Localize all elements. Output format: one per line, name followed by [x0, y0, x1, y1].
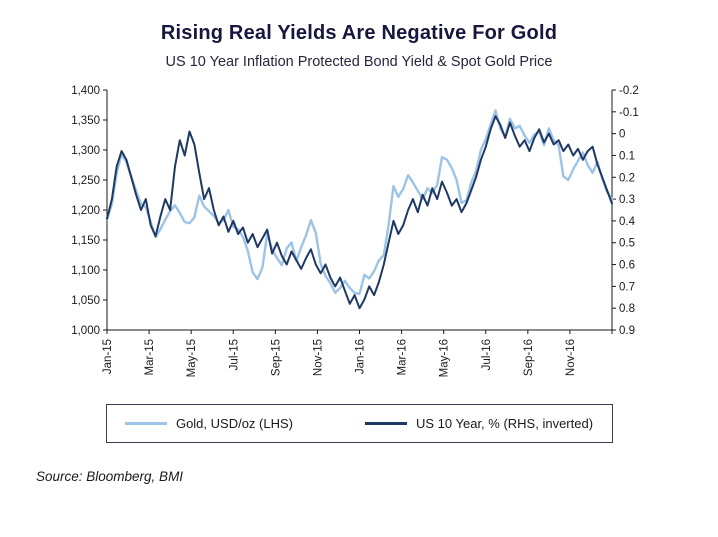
chart-subtitle: US 10 Year Inflation Protected Bond Yiel… [165, 54, 553, 70]
legend-item-yield: US 10 Year, % (RHS, inverted) [365, 416, 593, 431]
x-axis-tick-label: Jan-15 [102, 339, 114, 374]
x-axis-tick-label: Jul-16 [481, 339, 493, 370]
y-axis-right-tick-label: 0.4 [619, 216, 636, 228]
y-axis-right-tick-label: 0.1 [619, 150, 635, 162]
y-axis-right-tick-label: 0.5 [619, 238, 635, 250]
y-axis-right-tick-label: 0.8 [619, 303, 635, 315]
legend-item-gold: Gold, USD/oz (LHS) [124, 416, 293, 431]
y-axis-right-tick-label: 0.3 [619, 194, 635, 206]
y-axis-right-tick-label: 0.6 [619, 260, 635, 272]
legend-label: Gold, USD/oz (LHS) [175, 416, 293, 431]
y-axis-left-tick-label: 1,400 [71, 85, 100, 97]
legend-swatch [365, 422, 407, 425]
x-axis-tick-label: Sep-16 [523, 339, 535, 376]
x-axis-tick-label: Nov-16 [565, 339, 577, 376]
y-axis-right-tick-label: -0.2 [619, 85, 639, 97]
y-axis-left-tick-label: 1,300 [71, 145, 100, 157]
series-line-gold [105, 109, 614, 296]
y-axis-right-tick-label: 0.9 [619, 325, 635, 337]
y-axis-left-tick-label: 1,050 [71, 295, 100, 307]
x-axis-tick-label: Jan-16 [355, 339, 367, 374]
y-axis-left-tick-label: 1,200 [71, 205, 100, 217]
legend-swatch [124, 422, 167, 425]
y-axis-left-tick-label: 1,100 [71, 265, 100, 277]
y-axis-left-tick-label: 1,250 [71, 175, 100, 187]
series-line-us10y [106, 115, 613, 310]
legend-label: US 10 Year, % (RHS, inverted) [416, 416, 594, 431]
source-note: Source: Bloomberg, BMI [36, 469, 184, 484]
y-axis-right-tick-label: 0.2 [619, 172, 635, 184]
x-axis-tick-label: Sep-15 [270, 339, 282, 376]
y-axis-right-tick-label: 0.7 [619, 281, 635, 293]
y-axis-right-tick-label: 0 [619, 129, 625, 141]
x-axis-tick-label: Jul-15 [228, 339, 240, 370]
x-axis-tick-label: Nov-15 [312, 339, 324, 376]
y-axis-left-tick-label: 1,350 [71, 115, 100, 127]
chart-plot-area: 1,400 1,350 1,300 1,250 1,200 1,150 1,100 1,050… [71, 85, 639, 377]
x-axis-tick-label: May-16 [439, 339, 451, 377]
chart-title: Rising Real Yields Are Negative For Gold [160, 22, 558, 44]
chart-legend: Gold, USD/oz (LHS) US 10 Year, % (RHS, i… [105, 404, 613, 443]
x-axis-tick-label: May-15 [186, 339, 198, 377]
x-axis-tick-label: Mar-16 [397, 339, 409, 375]
y-axis-left-tick-label: 1,000 [71, 325, 100, 337]
x-axis-tick-label: Mar-15 [144, 339, 156, 375]
y-axis-left-tick-label: 1,150 [71, 235, 100, 247]
y-axis-right-tick-label: -0.1 [619, 107, 639, 119]
